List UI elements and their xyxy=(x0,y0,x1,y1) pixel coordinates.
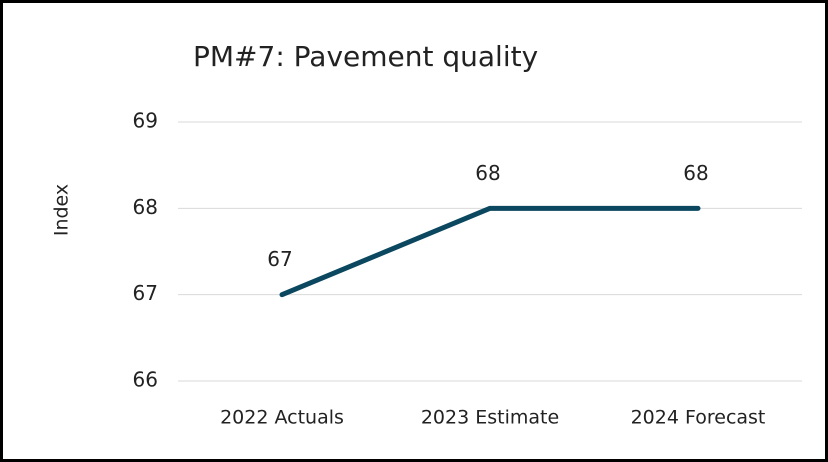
x-tick-label: 2022 Actuals xyxy=(220,407,344,429)
x-tick-label: 2024 Forecast xyxy=(631,407,766,429)
y-tick-label: 67 xyxy=(133,281,158,305)
chart-title: PM#7: Pavement quality xyxy=(193,40,538,73)
y-tick-label: 69 xyxy=(133,109,158,133)
y-tick-label: 68 xyxy=(133,195,158,219)
y-axis-label: Index xyxy=(51,184,73,236)
x-tick-label: 2023 Estimate xyxy=(421,407,559,429)
y-tick-label: 66 xyxy=(133,368,158,392)
data-label: 68 xyxy=(683,161,708,185)
data-line xyxy=(279,205,701,298)
data-label: 67 xyxy=(267,247,292,271)
data-label: 68 xyxy=(475,161,500,185)
